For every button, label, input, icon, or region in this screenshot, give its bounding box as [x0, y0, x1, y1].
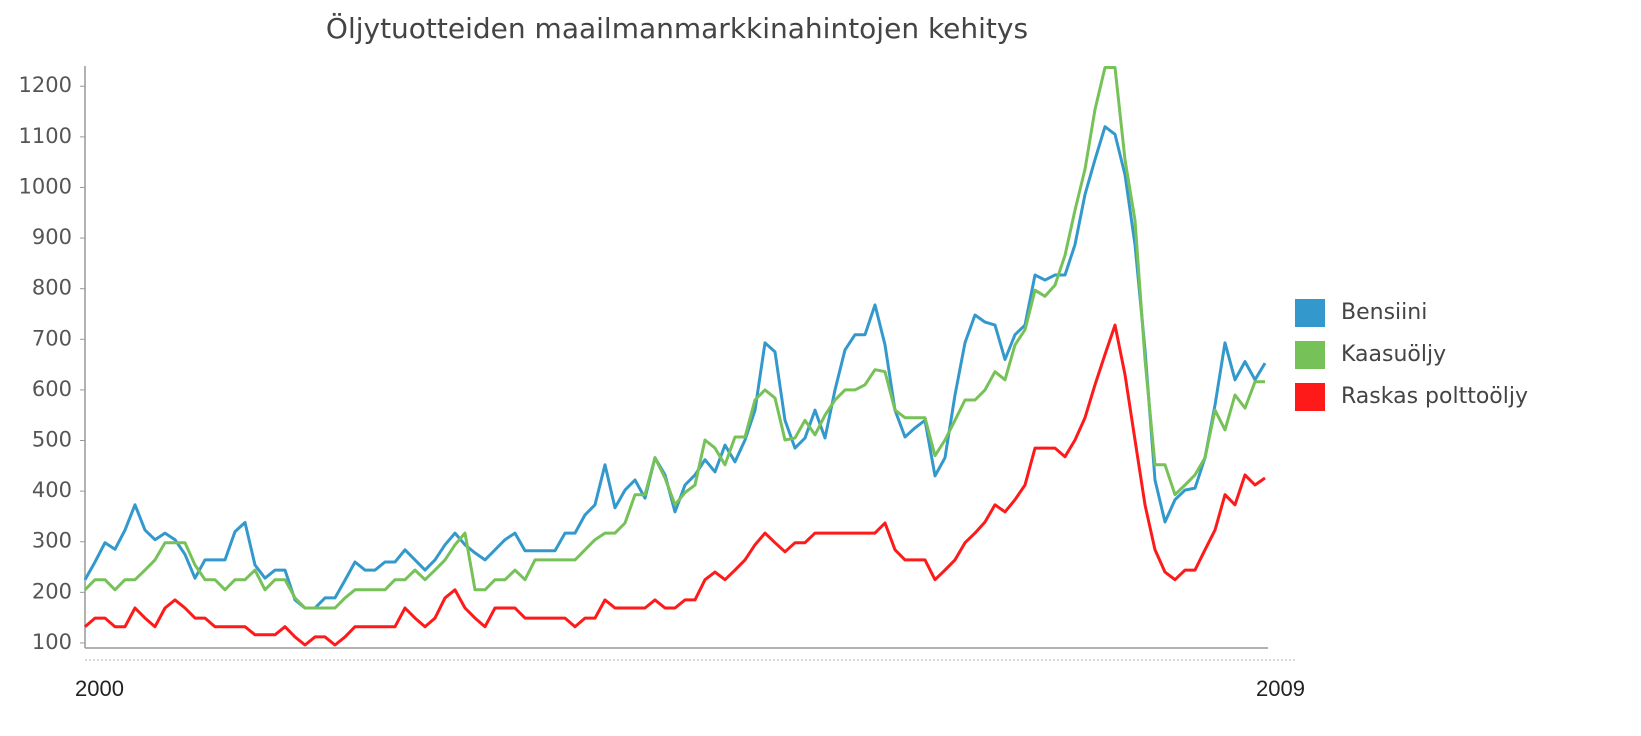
y-tick-label: 1100: [19, 124, 72, 148]
x-tick-label: 2000: [75, 676, 124, 701]
chart-title: Öljytuotteiden maailmanmarkkinahintojen …: [326, 11, 1028, 45]
y-tick-label: 100: [32, 630, 72, 654]
legend-label: Bensiini: [1341, 300, 1427, 325]
y-tick-label: 1200: [19, 73, 72, 97]
legend-swatch: [1295, 299, 1325, 327]
legend-label: Kaasuöljy: [1341, 342, 1446, 367]
y-tick-label: 900: [32, 225, 72, 249]
y-tick-label: 1000: [19, 174, 72, 198]
series-line: [84, 323, 1266, 647]
series-line: [83, 125, 1267, 610]
y-tick-label: 500: [32, 428, 72, 452]
y-tick-label: 800: [32, 276, 72, 300]
x-tick-label: 2009: [1256, 676, 1305, 701]
legend-swatch: [1295, 341, 1325, 369]
legend-label: Raskas polttoöljy: [1341, 384, 1528, 409]
y-tick-label: 300: [32, 529, 72, 553]
series-line: [83, 66, 1265, 610]
y-tick-label: 400: [32, 478, 72, 502]
y-tick-label: 200: [32, 579, 72, 603]
y-tick-label: 600: [32, 377, 72, 401]
y-tick-label: 700: [32, 326, 72, 350]
legend-swatch: [1295, 383, 1325, 411]
